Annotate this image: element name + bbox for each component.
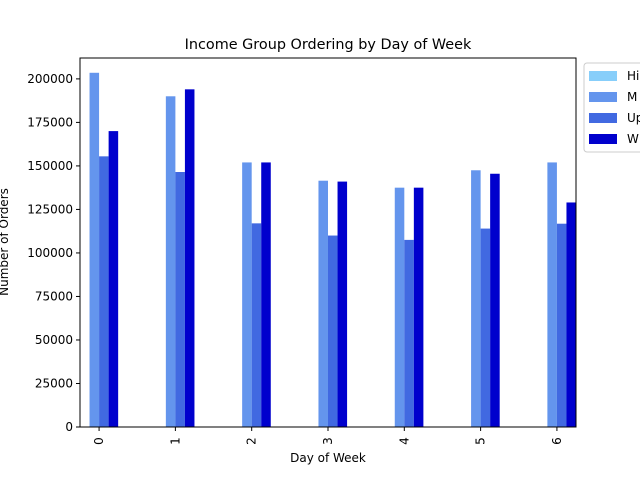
legend-swatch-up xyxy=(589,113,617,123)
x-tick-label: 5 xyxy=(474,437,488,445)
bar-w-1 xyxy=(185,89,195,427)
bar-up-0 xyxy=(99,156,109,427)
legend-label-up: Up xyxy=(627,111,640,125)
y-tick-label: 175000 xyxy=(27,115,73,129)
y-tick-label: 0 xyxy=(65,420,73,434)
bar-m-0 xyxy=(90,73,100,427)
y-tick-label: 50000 xyxy=(35,333,73,347)
bar-up-1 xyxy=(175,172,185,427)
x-tick-label: 6 xyxy=(550,437,564,445)
legend-label-w: W xyxy=(627,132,639,146)
bar-w-3 xyxy=(338,182,348,427)
y-tick-label: 25000 xyxy=(35,376,73,390)
y-tick-label: 150000 xyxy=(27,159,73,173)
bar-m-1 xyxy=(166,96,176,427)
bar-m-5 xyxy=(471,170,481,427)
y-tick-label: 75000 xyxy=(35,289,73,303)
bar-up-5 xyxy=(481,229,491,427)
x-axis: 0 1 2 3 4 5 6 xyxy=(92,427,564,445)
legend-swatch-m xyxy=(589,92,617,102)
bar-m-4 xyxy=(395,188,405,427)
y-axis-label: Number of Orders xyxy=(0,188,11,296)
y-tick-label: 125000 xyxy=(27,202,73,216)
legend-label-hi: Hi xyxy=(627,69,639,83)
bar-m-2 xyxy=(242,162,252,427)
legend-label-m: M xyxy=(627,90,637,104)
bar-up-6 xyxy=(557,224,567,427)
bar-m-6 xyxy=(547,162,557,427)
x-axis-label: Day of Week xyxy=(290,451,366,465)
chart-title: Income Group Ordering by Day of Week xyxy=(185,37,472,53)
y-axis: 0 25000 50000 75000 100000 125000 150000 175000… xyxy=(27,72,80,434)
bar-w-4 xyxy=(414,188,424,427)
x-tick-label: 2 xyxy=(245,437,259,445)
bar-m-3 xyxy=(318,181,328,427)
y-tick-label: 200000 xyxy=(27,72,73,86)
bar-w-5 xyxy=(490,174,500,427)
x-tick-label: 4 xyxy=(397,437,411,445)
legend: Hi M Up W xyxy=(584,63,640,152)
x-tick-label: 3 xyxy=(321,437,335,445)
x-tick-label: 0 xyxy=(92,437,106,445)
legend-swatch-w xyxy=(589,134,617,144)
bar-up-2 xyxy=(252,223,262,427)
bar-w-2 xyxy=(261,162,271,427)
bar-w-0 xyxy=(109,131,119,427)
y-tick-label: 100000 xyxy=(27,246,73,260)
bar-up-4 xyxy=(404,240,414,427)
plot-marks xyxy=(80,73,576,427)
x-tick-label: 1 xyxy=(168,437,182,445)
legend-swatch-hi xyxy=(589,71,617,81)
bar-w-6 xyxy=(566,202,576,427)
bar-up-3 xyxy=(328,236,338,427)
